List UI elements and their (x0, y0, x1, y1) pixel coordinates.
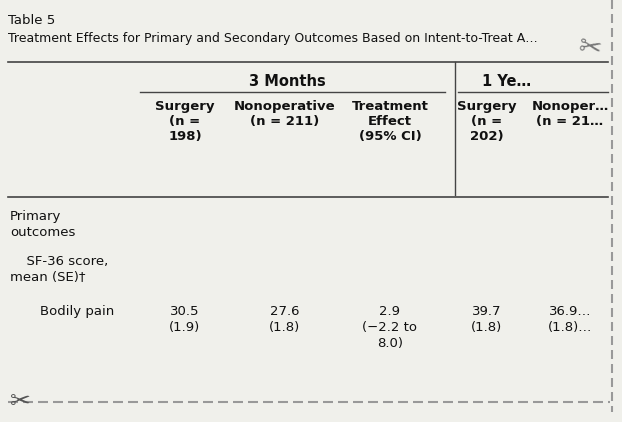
Text: 36.9…: 36.9… (549, 305, 592, 318)
Text: (1.8): (1.8) (471, 321, 503, 334)
Text: (n = 21…: (n = 21… (536, 115, 603, 128)
Text: 2.9: 2.9 (379, 305, 401, 318)
Text: Treatment Effects for Primary and Secondary Outcomes Based on Intent-to-Treat A…: Treatment Effects for Primary and Second… (8, 32, 538, 45)
Text: (1.8)…: (1.8)… (548, 321, 592, 334)
Text: 30.5: 30.5 (170, 305, 200, 318)
Text: 39.7: 39.7 (472, 305, 502, 318)
Text: (n =: (n = (471, 115, 503, 128)
Text: Surgery: Surgery (156, 100, 215, 113)
Text: 3 Months: 3 Months (249, 74, 326, 89)
Text: (−2.2 to: (−2.2 to (363, 321, 417, 334)
Text: Nonoperative: Nonoperative (234, 100, 336, 113)
Text: outcomes: outcomes (10, 226, 75, 239)
Text: (1.8): (1.8) (269, 321, 300, 334)
Text: SF-36 score,: SF-36 score, (18, 255, 108, 268)
Text: Effect: Effect (368, 115, 412, 128)
Text: 27.6: 27.6 (270, 305, 300, 318)
Text: Treatment: Treatment (351, 100, 429, 113)
Text: mean (SE)†: mean (SE)† (10, 271, 85, 284)
Text: Table 5: Table 5 (8, 14, 55, 27)
Text: (n =: (n = (169, 115, 200, 128)
Text: ✂: ✂ (10, 390, 31, 414)
Text: Surgery: Surgery (457, 100, 517, 113)
Text: Bodily pain: Bodily pain (40, 305, 114, 318)
Text: ✂: ✂ (576, 32, 604, 64)
Text: 202): 202) (470, 130, 504, 143)
Text: 198): 198) (168, 130, 202, 143)
Text: Nonoper…: Nonoper… (531, 100, 608, 113)
Text: (95% CI): (95% CI) (359, 130, 421, 143)
Text: (1.9): (1.9) (169, 321, 201, 334)
Text: 1 Ye…: 1 Ye… (482, 74, 531, 89)
Text: (n = 211): (n = 211) (251, 115, 320, 128)
Text: 8.0): 8.0) (377, 337, 403, 350)
Text: Primary: Primary (10, 210, 62, 223)
